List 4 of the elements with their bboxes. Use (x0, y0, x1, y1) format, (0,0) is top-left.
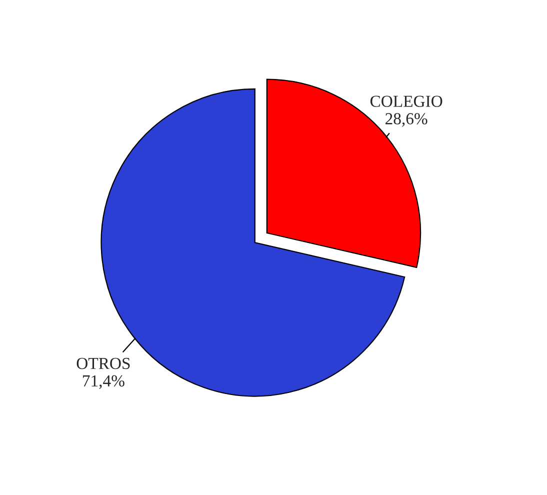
slice-label: COLEGIO (370, 96, 442, 107)
slice-label: OTROS (76, 358, 130, 370)
data-label: 71,4% (83, 375, 124, 389)
data-label: 28,6% (386, 113, 428, 127)
